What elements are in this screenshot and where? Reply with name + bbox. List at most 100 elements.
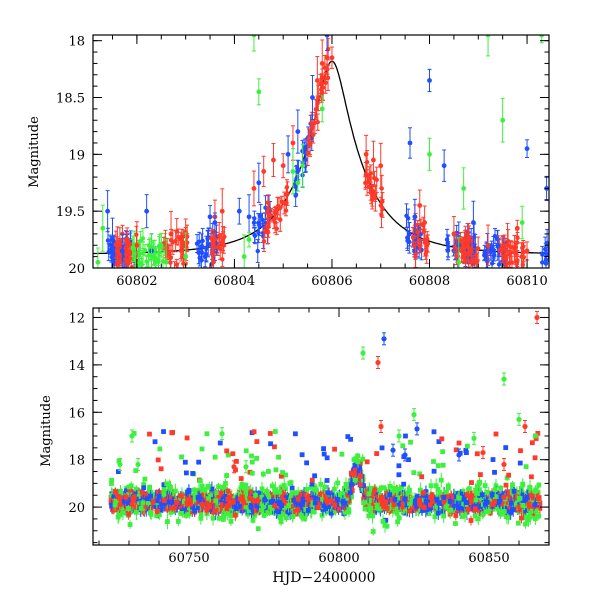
data-point xyxy=(134,232,139,237)
data-point xyxy=(441,163,447,169)
data-point xyxy=(459,514,465,520)
data-point xyxy=(413,252,418,257)
data-point xyxy=(524,248,530,254)
plot-area xyxy=(108,310,543,536)
data-point xyxy=(285,151,291,157)
y-tick-label: 18.5 xyxy=(56,92,85,107)
data-point xyxy=(224,473,230,478)
data-point xyxy=(453,521,458,526)
data-point xyxy=(445,483,451,489)
data-point xyxy=(130,245,135,251)
data-point xyxy=(266,221,271,226)
data-point xyxy=(144,259,149,264)
data-point xyxy=(412,214,418,220)
data-point xyxy=(178,248,183,253)
data-point xyxy=(307,142,313,147)
data-point xyxy=(503,253,508,258)
data-point xyxy=(319,61,325,66)
data-point xyxy=(193,490,199,495)
data-point xyxy=(278,217,283,222)
data-point xyxy=(124,488,129,494)
data-point xyxy=(165,490,171,496)
data-point xyxy=(427,151,432,157)
data-point xyxy=(250,517,256,523)
data-point xyxy=(110,237,115,242)
data-point xyxy=(379,213,384,218)
data-point xyxy=(165,506,170,512)
data-point xyxy=(471,220,476,225)
data-point xyxy=(212,237,218,242)
data-point xyxy=(220,517,226,522)
data-point xyxy=(498,503,504,509)
data-point xyxy=(256,493,262,499)
data-point xyxy=(446,244,451,249)
data-point xyxy=(281,483,287,488)
data-point xyxy=(504,475,510,481)
data-point xyxy=(324,55,330,61)
data-point xyxy=(422,220,428,225)
data-point xyxy=(400,508,406,514)
data-point xyxy=(191,487,197,493)
data-point xyxy=(281,200,287,206)
data-point xyxy=(329,55,335,61)
data-point xyxy=(186,511,192,517)
data-point xyxy=(410,508,416,513)
data-point xyxy=(444,489,449,495)
data-point xyxy=(411,234,416,240)
data-point xyxy=(238,485,244,491)
data-point xyxy=(370,509,375,515)
data-point xyxy=(178,237,184,242)
data-point xyxy=(524,146,530,152)
data-point xyxy=(220,257,225,262)
data-point xyxy=(284,192,289,197)
data-point xyxy=(505,242,510,248)
data-point xyxy=(219,208,225,214)
data-point xyxy=(421,229,427,234)
data-point xyxy=(255,248,260,254)
data-point xyxy=(466,237,471,242)
data-point xyxy=(172,269,176,273)
data-point xyxy=(433,483,439,489)
data-point xyxy=(183,513,189,518)
data-point xyxy=(474,259,479,265)
data-point xyxy=(495,242,501,248)
data-point xyxy=(361,494,367,500)
data-point xyxy=(392,491,397,497)
data-point xyxy=(295,129,301,135)
data-point xyxy=(375,492,381,497)
data-point xyxy=(114,242,120,248)
data-point xyxy=(142,248,148,253)
data-point xyxy=(168,231,174,237)
data-point xyxy=(342,509,348,515)
data-point xyxy=(519,254,524,259)
data-point xyxy=(335,480,341,486)
data-point xyxy=(435,486,441,492)
data-point xyxy=(260,217,265,223)
data-point xyxy=(407,239,412,245)
data-point xyxy=(290,509,296,514)
data-point xyxy=(215,244,221,250)
data-point xyxy=(125,243,131,248)
data-point xyxy=(519,220,525,225)
data-point xyxy=(209,236,214,241)
data-point xyxy=(271,157,276,163)
data-point xyxy=(252,216,257,221)
data-point xyxy=(261,168,267,174)
data-point xyxy=(241,254,247,260)
data-point xyxy=(404,506,409,512)
data-point xyxy=(243,482,249,488)
data-point xyxy=(200,238,205,244)
top-frame xyxy=(92,34,550,269)
data-point xyxy=(370,193,375,199)
data-point xyxy=(170,240,175,245)
data-point xyxy=(124,237,130,242)
data-point xyxy=(256,89,262,95)
data-point xyxy=(116,512,122,517)
data-point xyxy=(305,150,310,156)
data-point xyxy=(275,203,281,209)
data-point xyxy=(216,515,222,521)
data-point xyxy=(170,494,175,500)
y-tick-label: 20 xyxy=(68,262,85,277)
data-point xyxy=(314,78,320,83)
x-tick-label: 60806 xyxy=(311,274,352,289)
